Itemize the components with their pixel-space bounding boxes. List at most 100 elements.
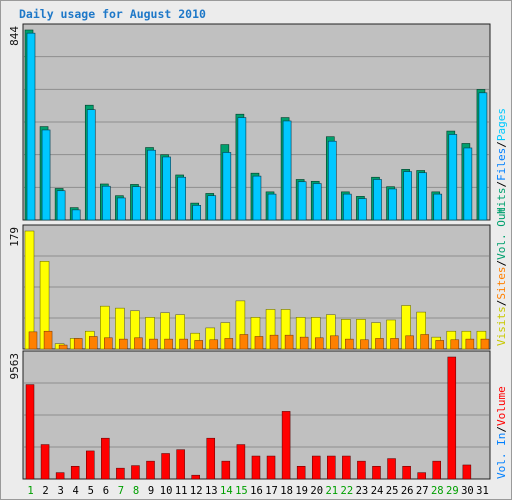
x-tick-day-16: 16 <box>250 485 263 497</box>
bar-sites-day-30 <box>465 338 475 350</box>
bar-sites-day-21 <box>330 335 339 350</box>
bar-files-day-8 <box>132 186 141 221</box>
x-tick-day-6: 6 <box>103 485 109 497</box>
y-max-label-middle: 179 <box>8 227 21 247</box>
x-tick-day-19: 19 <box>295 485 308 497</box>
bar-volume-day-8 <box>131 465 140 480</box>
legend-top-part: Pages <box>495 108 508 141</box>
x-tick-day-7: 7 <box>118 485 124 497</box>
bar-files-day-26 <box>403 171 412 221</box>
bar-files-day-6 <box>102 185 111 221</box>
bar-files-day-5 <box>86 109 96 221</box>
bar-sites-day-28 <box>435 340 444 350</box>
bar-files-day-16 <box>252 175 262 221</box>
bar-files-day-1 <box>26 32 36 221</box>
bar-sites-day-22 <box>345 338 354 350</box>
bar-files-day-22 <box>343 193 352 221</box>
bar-files-day-29 <box>448 134 458 221</box>
bar-volume-day-9 <box>146 460 155 480</box>
x-tick-day-26: 26 <box>401 485 414 497</box>
x-tick-day-17: 17 <box>265 485 278 497</box>
x-tick-day-14: 14 <box>220 485 233 497</box>
bar-sites-day-19 <box>299 336 309 350</box>
x-tick-day-13: 13 <box>205 485 218 497</box>
bar-files-day-20 <box>312 183 322 221</box>
bar-sites-day-13 <box>209 339 219 350</box>
x-tick-day-15: 15 <box>235 485 248 497</box>
bar-sites-day-14 <box>224 338 234 350</box>
bar-volume-day-4 <box>70 465 80 480</box>
bar-volume-day-18 <box>281 411 291 480</box>
bar-sites-day-23 <box>360 339 369 350</box>
bar-volume-day-24 <box>372 465 381 480</box>
x-tick-day-3: 3 <box>57 485 63 497</box>
bar-sites-day-31 <box>480 338 490 350</box>
bar-sites-day-5 <box>89 336 98 350</box>
bar-files-day-2 <box>41 129 51 221</box>
bar-sites-day-20 <box>314 337 324 350</box>
bar-volume-day-25 <box>387 458 396 480</box>
bar-files-day-11 <box>177 176 186 221</box>
bar-sites-day-12 <box>194 340 203 350</box>
bar-volume-day-19 <box>296 465 306 480</box>
x-tick-day-31: 31 <box>476 485 489 497</box>
x-tick-day-4: 4 <box>73 485 79 497</box>
bar-files-day-17 <box>267 193 277 221</box>
bar-visits-day-1 <box>24 230 35 350</box>
x-tick-day-9: 9 <box>148 485 154 497</box>
bar-volume-day-11 <box>176 449 185 480</box>
bar-sites-day-26 <box>405 335 414 350</box>
bar-files-day-4 <box>71 209 81 221</box>
bar-volume-day-27 <box>417 472 426 480</box>
x-tick-day-30: 30 <box>461 485 474 497</box>
bar-volume-day-30 <box>462 464 472 480</box>
bar-files-day-19 <box>297 181 307 221</box>
bar-volume-day-21 <box>327 455 336 480</box>
bar-files-day-14 <box>222 152 232 221</box>
bar-volume-day-2 <box>40 444 50 480</box>
bar-volume-day-15 <box>236 444 246 480</box>
x-tick-day-28: 28 <box>431 485 444 497</box>
x-tick-day-10: 10 <box>160 485 173 497</box>
bar-files-day-27 <box>418 172 427 221</box>
x-tick-day-21: 21 <box>325 485 338 497</box>
x-tick-day-27: 27 <box>416 485 429 497</box>
bar-sites-day-11 <box>179 338 188 350</box>
x-tick-day-25: 25 <box>386 485 399 497</box>
bar-files-day-30 <box>463 147 473 221</box>
bar-volume-day-1 <box>25 384 35 480</box>
bar-files-day-24 <box>373 179 382 221</box>
bar-sites-day-25 <box>390 338 399 350</box>
y-max-label-bottom: 9563 <box>8 353 21 380</box>
legend-bottom-part: / <box>495 426 508 433</box>
bar-sites-day-6 <box>104 337 113 350</box>
legend-middle-part: / <box>495 260 508 267</box>
bar-sites-day-27 <box>420 334 429 350</box>
bar-files-day-10 <box>162 156 171 221</box>
bar-volume-day-17 <box>266 455 276 480</box>
x-tick-day-8: 8 <box>133 485 139 497</box>
bar-volume-day-20 <box>311 455 321 480</box>
x-tick-day-22: 22 <box>341 485 354 497</box>
bar-sites-day-17 <box>269 334 279 350</box>
bar-volume-day-12 <box>191 474 200 480</box>
chart-title: Daily usage for August 2010 <box>19 7 206 21</box>
x-tick-day-29: 29 <box>446 485 459 497</box>
bar-files-day-12 <box>192 205 202 221</box>
x-tick-day-23: 23 <box>356 485 369 497</box>
x-tick-day-18: 18 <box>280 485 293 497</box>
bar-sites-day-2 <box>43 330 53 350</box>
bar-volume-day-22 <box>342 455 351 480</box>
legend-middle-part: Visits <box>495 306 508 346</box>
bar-files-day-23 <box>358 198 367 221</box>
x-tick-day-5: 5 <box>88 485 94 497</box>
bar-files-day-25 <box>388 188 397 221</box>
y-max-label-top: 844 <box>8 26 21 46</box>
bar-volume-day-13 <box>206 437 216 480</box>
bar-sites-day-10 <box>164 338 173 350</box>
bar-files-day-18 <box>282 120 292 221</box>
bar-volume-day-10 <box>161 453 170 480</box>
legend-top-part: Files <box>495 148 508 181</box>
bar-volume-day-3 <box>55 472 65 480</box>
bar-files-day-3 <box>56 190 66 221</box>
